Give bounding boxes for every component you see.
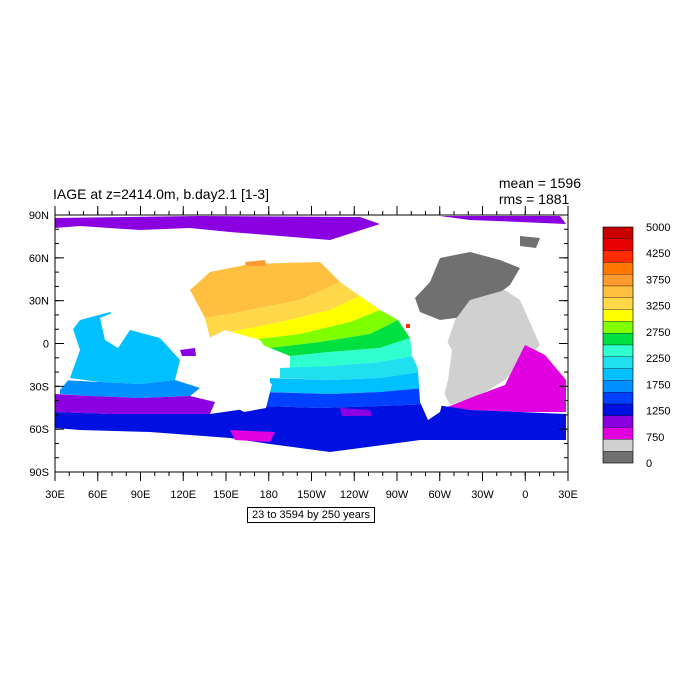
legend-swatch <box>602 403 634 416</box>
stats-block: mean = 1596 rms = 1881 <box>499 175 581 207</box>
lon-tick-label: 180 <box>260 489 278 501</box>
lon-tick-label: 30W <box>471 489 494 501</box>
legend-label: 1250 <box>646 406 670 418</box>
atlantic-light <box>440 290 540 405</box>
rms-value: rms = 1881 <box>498 191 570 207</box>
color-legend: 5000 4250 3750 3250 2750 2250 1750 1250 750 0 <box>602 222 670 470</box>
range-note: 23 to 3594 by 250 years <box>247 507 376 523</box>
legend-label: 750 <box>646 432 664 444</box>
legend-label: 1750 <box>646 379 670 391</box>
pacific-2000 <box>290 338 412 368</box>
lat-tick-label: 90S <box>29 467 49 479</box>
pacific-2500 <box>250 310 398 348</box>
legend-label: 0 <box>646 458 652 470</box>
legend-swatch <box>602 333 634 346</box>
lon-tick-label: 150E <box>213 489 239 501</box>
legend-swatch <box>602 439 634 452</box>
lat-tick-label: 30N <box>29 296 49 308</box>
arctic-ocean-east <box>440 216 566 224</box>
axis-ticks <box>54 206 569 481</box>
legend-swatch <box>602 321 634 334</box>
legend-swatch <box>602 297 634 310</box>
lon-axis-labels: 30E 60E 90E 120E 150E 180 150W 120W 90W 60W 30W 0 30… <box>45 489 578 501</box>
lon-tick-label: 120E <box>170 489 196 501</box>
legend-swatch <box>602 226 634 239</box>
antarctica-land <box>55 452 568 472</box>
southern-deep-blue <box>55 404 566 452</box>
pacific-3000 <box>205 282 360 338</box>
lat-tick-label: 30S <box>29 381 49 393</box>
legend-swatch <box>602 380 634 393</box>
legend-swatch <box>602 238 634 251</box>
legend-swatch <box>602 344 634 357</box>
legend-swatch <box>602 274 634 287</box>
indian-1500 <box>65 312 180 384</box>
southern-750 <box>55 394 215 414</box>
legend-swatch <box>602 427 634 440</box>
legend-label: 4250 <box>646 248 670 260</box>
legend-swatch <box>602 392 634 405</box>
lon-tick-label: 90E <box>131 489 151 501</box>
mean-value: mean = 1596 <box>498 175 581 191</box>
lon-tick-label: 120W <box>340 489 369 501</box>
africa-land <box>55 326 80 390</box>
lon-tick-label: 150W <box>297 489 326 501</box>
lat-tick-label: 60S <box>29 424 49 436</box>
indian-1250 <box>60 380 200 398</box>
pacific-2750 <box>210 296 380 340</box>
legend-frame <box>602 226 634 464</box>
lon-tick-label: 0 <box>522 489 528 501</box>
south-pacific-magenta <box>230 430 275 442</box>
legend-label: 2750 <box>646 327 670 339</box>
legend-label: 2250 <box>646 353 670 365</box>
arctic-ocean <box>55 216 380 240</box>
south-america-land <box>410 330 452 420</box>
pacific-1500 <box>270 372 425 394</box>
lat-tick-label: 60N <box>29 253 49 265</box>
legend-swatch <box>602 285 634 298</box>
lat-axis-labels: 90N 60N 30N 0 30S 60S 90S <box>29 210 49 479</box>
lon-tick-label: 60W <box>428 489 451 501</box>
southern-1000 <box>265 388 430 408</box>
legend-label: 3750 <box>646 274 670 286</box>
southern-purple-patch <box>340 408 372 416</box>
legend-swatch <box>602 415 634 428</box>
asia-land <box>205 330 275 370</box>
pacific-1750 <box>280 356 420 380</box>
legend-swatch <box>602 368 634 381</box>
legend-swatch <box>602 451 634 464</box>
indonesia-purple <box>180 348 196 356</box>
legend-swatch <box>602 356 634 369</box>
small-orange <box>245 260 266 266</box>
legend-label: 3250 <box>646 301 670 313</box>
legend-swatch <box>602 250 634 263</box>
red-dot <box>406 324 410 328</box>
grey-north-atlantic <box>520 236 540 248</box>
lon-tick-label: 60E <box>88 489 108 501</box>
lon-tick-label: 90W <box>386 489 409 501</box>
legend-swatch <box>602 262 634 275</box>
lat-tick-label: 0 <box>43 339 49 351</box>
lon-tick-label: 30E <box>558 489 578 501</box>
plot-title: IAGE at z=2414.0m, b.day2.1 [1-3] <box>53 186 269 202</box>
south-atlantic <box>445 345 566 412</box>
lon-tick-label: 30E <box>45 489 65 501</box>
greenland-land <box>415 252 520 320</box>
india-land <box>100 310 130 348</box>
map-plot-area <box>55 216 568 472</box>
legend-label: 5000 <box>646 222 670 234</box>
pacific-2250 <box>270 320 410 356</box>
lat-tick-label: 90N <box>29 210 49 222</box>
legend-swatch <box>602 309 634 322</box>
australia-land <box>220 372 272 412</box>
pacific-3250 <box>190 262 340 318</box>
